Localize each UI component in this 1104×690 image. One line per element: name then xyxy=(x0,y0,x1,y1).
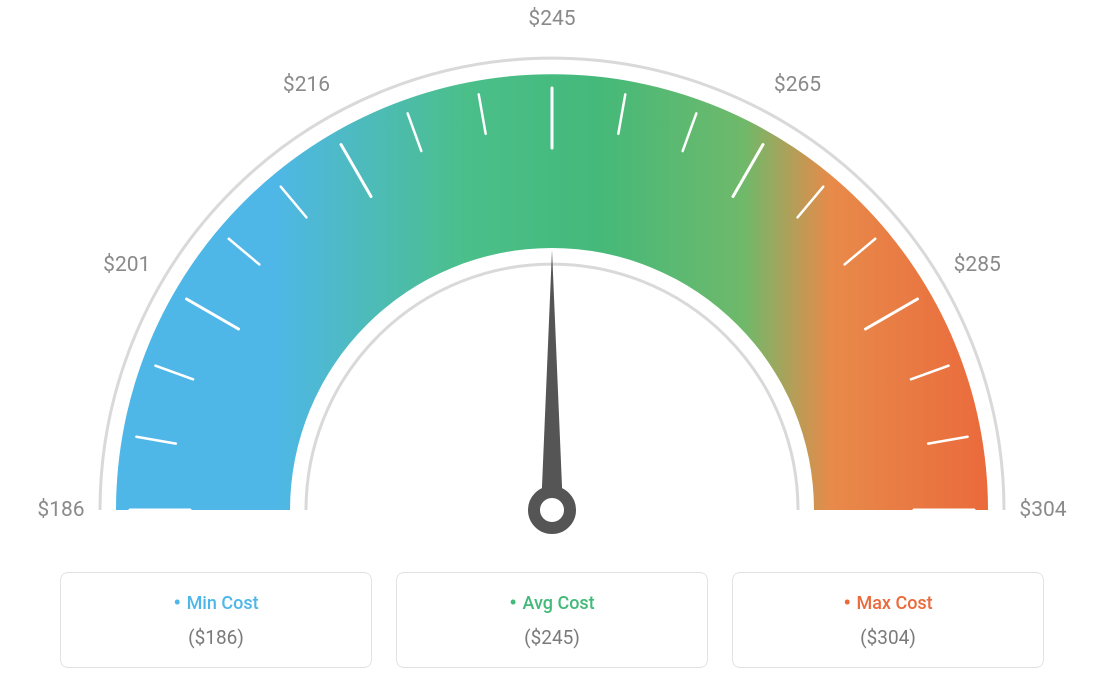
max-cost-value: ($304) xyxy=(745,626,1031,649)
gauge-tick-label: $304 xyxy=(1019,498,1066,522)
gauge-tick-label: $285 xyxy=(954,253,1001,277)
min-cost-value: ($186) xyxy=(73,626,359,649)
avg-cost-label: Avg Cost xyxy=(409,591,695,616)
gauge-tick-label: $186 xyxy=(37,498,84,522)
gauge-tick-label: $216 xyxy=(283,73,330,97)
gauge-tick-label: $245 xyxy=(528,7,575,31)
max-cost-card: Max Cost ($304) xyxy=(732,572,1044,668)
gauge-tick-label: $265 xyxy=(774,73,821,97)
gauge-tick-label: $201 xyxy=(103,253,150,277)
max-cost-label: Max Cost xyxy=(745,591,1031,616)
min-cost-label: Min Cost xyxy=(73,591,359,616)
gauge-svg xyxy=(0,0,1104,560)
avg-cost-card: Avg Cost ($245) xyxy=(396,572,708,668)
cost-cards-row: Min Cost ($186) Avg Cost ($245) Max Cost… xyxy=(0,572,1104,668)
min-cost-card: Min Cost ($186) xyxy=(60,572,372,668)
gauge-chart: $186 $201 $216 $245 $265 $285 $304 xyxy=(0,0,1104,560)
avg-cost-value: ($245) xyxy=(409,626,695,649)
